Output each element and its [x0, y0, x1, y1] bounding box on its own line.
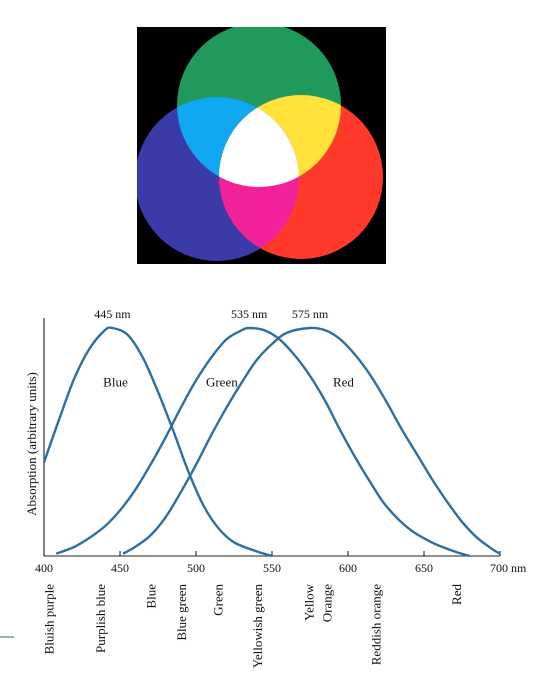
- chart-axes: 400 450 500 550 600 650 700 nm: [35, 318, 527, 575]
- color-name-bluish-purple: Bluish purple: [42, 584, 57, 655]
- chart-labels: Absorption (arbitrary units) 445 nm 535 nm…: [24, 307, 464, 668]
- y-axis-label: Absorption (arbitrary units): [24, 372, 39, 516]
- color-circles-svg: [135, 23, 386, 264]
- x-tick-label-600: 600: [339, 561, 357, 575]
- color-name-red: Red: [449, 584, 464, 605]
- peak-label-blue: 445 nm: [94, 307, 131, 321]
- cone-absorption-chart: 400 450 500 550 600 650 700 nm Absorption (arb…: [0, 290, 557, 683]
- peak-label-red: 575 nm: [292, 307, 329, 321]
- absorption-curves: [42, 326, 501, 558]
- series-label-green: Green: [206, 375, 238, 390]
- x-tick-label-400: 400: [35, 561, 53, 575]
- peak-label-green: 535 nm: [231, 307, 268, 321]
- color-name-green: Green: [210, 584, 225, 616]
- x-tick-label-700: 700 nm: [490, 561, 527, 575]
- color-name-blue: Blue: [143, 584, 158, 609]
- x-tick-label-550: 550: [263, 561, 281, 575]
- white-center: [219, 97, 299, 187]
- curve-blue: [42, 326, 273, 558]
- x-tick-label-450: 450: [111, 561, 129, 575]
- color-name-blue-green: Blue green: [174, 584, 189, 641]
- series-label-blue: Blue: [103, 375, 128, 390]
- color-name-orange: Orange: [320, 584, 335, 622]
- color-name-yellow: Yellow: [302, 583, 317, 621]
- x-tick-label-500: 500: [187, 561, 205, 575]
- color-name-purplish-blue: Purplish blue: [93, 584, 108, 653]
- color-name-yellowish-green: Yellowish green: [250, 584, 265, 669]
- color-name-reddish-orange: Reddish orange: [368, 584, 383, 665]
- series-label-red: Red: [333, 375, 354, 390]
- edge-mark: [0, 636, 14, 638]
- chart-svg: 400 450 500 550 600 650 700 nm Absorption (arb…: [24, 307, 527, 668]
- curve-red: [122, 326, 501, 555]
- x-tick-label-650: 650: [415, 561, 433, 575]
- additive-color-illustration: [135, 23, 386, 264]
- curve-green: [55, 326, 470, 558]
